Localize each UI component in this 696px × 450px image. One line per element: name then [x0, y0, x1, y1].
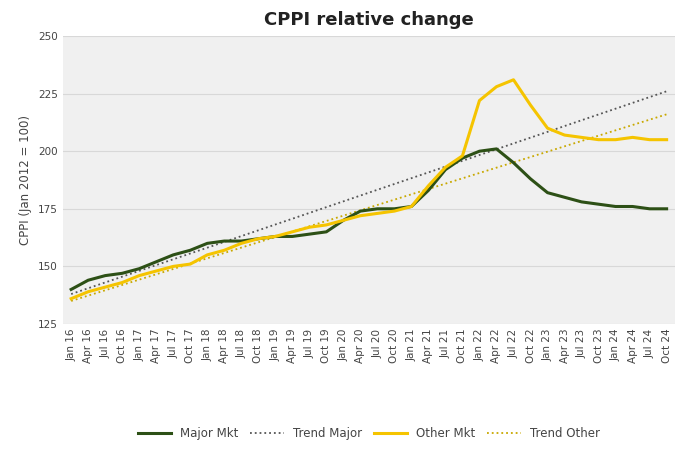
- Y-axis label: CPPI (Jan 2012 = 100): CPPI (Jan 2012 = 100): [19, 115, 32, 245]
- Title: CPPI relative change: CPPI relative change: [264, 11, 474, 29]
- Legend: Major Mkt, Trend Major, Other Mkt, Trend Other: Major Mkt, Trend Major, Other Mkt, Trend…: [133, 423, 605, 445]
